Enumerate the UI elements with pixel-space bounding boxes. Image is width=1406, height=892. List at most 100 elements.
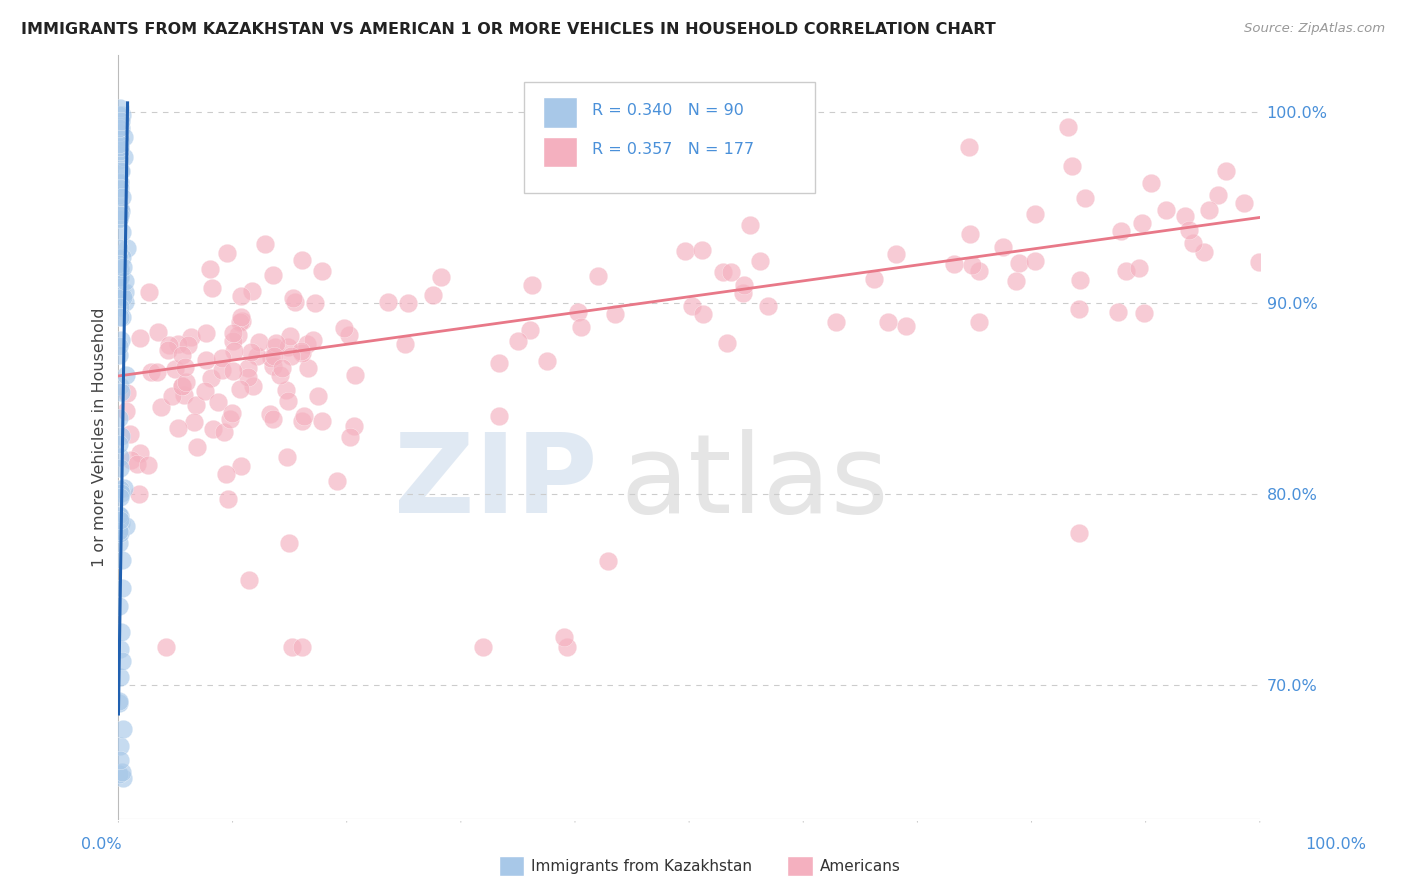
Point [733, 286, 755, 301]
Point [291, 640, 314, 655]
Point [157, 343, 180, 357]
Point [114, 285, 136, 300]
Point [107, 514, 129, 528]
Point [1206, 187, 1229, 202]
Point [430, 269, 453, 284]
Point [110, 114, 132, 128]
Point [146, 366, 169, 380]
Point [280, 349, 302, 363]
Point [107, 211, 129, 225]
Point [1069, 272, 1091, 286]
Point [108, 739, 131, 754]
Point [221, 406, 243, 420]
Point [238, 574, 260, 588]
Point [229, 289, 252, 303]
Point [170, 379, 193, 393]
Point [291, 252, 314, 267]
Point [183, 415, 205, 429]
Point [108, 136, 131, 151]
Point [291, 414, 314, 428]
Point [522, 277, 544, 292]
Point [278, 329, 301, 343]
Point [211, 351, 233, 366]
Point [186, 440, 208, 454]
Point [107, 212, 129, 227]
Point [242, 378, 264, 392]
Point [884, 246, 907, 260]
Point [198, 262, 221, 277]
Point [108, 310, 131, 324]
Point [422, 288, 444, 302]
Point [311, 264, 333, 278]
Point [108, 461, 131, 475]
Point [229, 382, 252, 396]
Point [110, 283, 132, 297]
Point [108, 124, 131, 138]
Point [519, 323, 541, 337]
Point [1132, 217, 1154, 231]
Point [960, 258, 983, 272]
Point [1132, 306, 1154, 320]
Point [108, 201, 131, 215]
Point [247, 335, 270, 350]
Point [107, 536, 129, 550]
Point [1109, 224, 1132, 238]
Point [716, 336, 738, 351]
Point [231, 314, 253, 328]
Point [211, 362, 233, 376]
Point [108, 524, 131, 538]
Point [304, 296, 326, 310]
Point [174, 360, 197, 375]
Point [1128, 260, 1150, 275]
Point [217, 246, 239, 260]
Point [277, 394, 299, 409]
Point [1062, 159, 1084, 173]
Point [108, 411, 131, 425]
Point [557, 640, 579, 655]
Point [108, 288, 131, 302]
Point [120, 426, 142, 441]
FancyBboxPatch shape [523, 82, 814, 193]
Point [240, 284, 263, 298]
Point [111, 765, 134, 780]
Point [1181, 235, 1204, 250]
Point [720, 265, 742, 279]
Point [174, 376, 197, 390]
Point [1107, 304, 1129, 318]
Point [877, 315, 900, 329]
Point [681, 299, 703, 313]
Point [108, 378, 131, 392]
Point [108, 257, 131, 271]
Point [107, 136, 129, 150]
Point [115, 241, 138, 255]
Point [1156, 202, 1178, 217]
Text: 0.0%: 0.0% [82, 838, 121, 852]
Point [333, 320, 356, 334]
Point [108, 348, 131, 362]
Point [536, 354, 558, 368]
Point [297, 361, 319, 376]
Point [108, 694, 131, 708]
Point [212, 425, 235, 439]
Point [114, 519, 136, 533]
Point [160, 389, 183, 403]
Point [127, 458, 149, 472]
Text: IMMIGRANTS FROM KAZAKHSTAN VS AMERICAN 1 OR MORE VEHICLES IN HOUSEHOLD CORRELATI: IMMIGRANTS FROM KAZAKHSTAN VS AMERICAN 1… [21, 22, 995, 37]
Point [942, 257, 965, 271]
Point [229, 315, 252, 329]
Point [231, 458, 253, 473]
Point [111, 189, 134, 203]
Point [1233, 196, 1256, 211]
Point [488, 356, 510, 370]
Point [253, 236, 276, 251]
Point [108, 241, 131, 255]
Point [111, 260, 134, 275]
Point [110, 385, 132, 400]
Point [194, 353, 217, 368]
Point [567, 304, 589, 318]
Point [176, 338, 198, 352]
Text: ZIP: ZIP [395, 429, 598, 536]
Point [108, 767, 131, 781]
Point [108, 120, 131, 135]
Point [344, 368, 367, 383]
